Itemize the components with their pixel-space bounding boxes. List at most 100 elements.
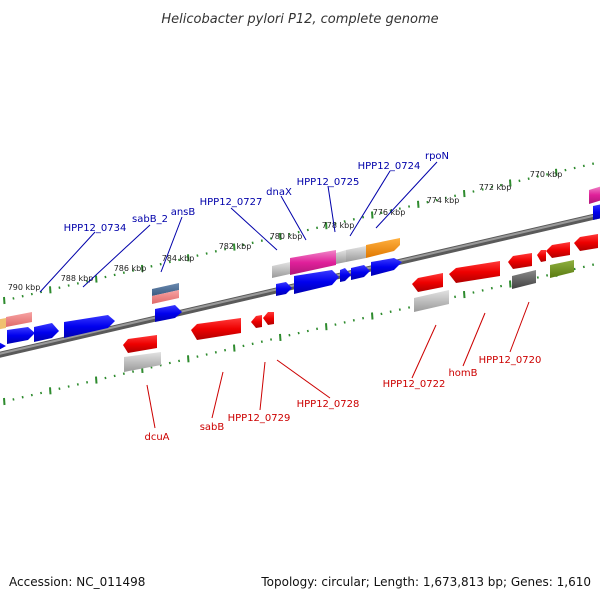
major-tick [463,190,466,198]
minor-tick [58,286,61,289]
minor-tick [490,286,493,290]
gene-feature [371,258,402,276]
scale-tick-label: 790 kbp [8,283,41,292]
gene-feature [290,250,336,275]
gene-feature [152,290,179,304]
gene-feature [550,260,574,278]
minor-tick [12,398,15,401]
minor-tick [546,274,549,277]
major-tick [187,355,190,363]
minor-tick [472,291,475,294]
major-tick [279,333,282,341]
gene-feature [546,242,570,258]
gene-feature [593,204,600,220]
minor-tick [196,355,199,358]
minor-tick [288,333,291,337]
gene-feature [272,262,290,278]
minor-tick [454,295,457,299]
scale-tick-label: 776 kbp [373,208,406,217]
minor-tick [472,190,475,193]
major-tick [463,291,466,299]
minor-tick [214,351,217,354]
scale-tick-label: 784 kbp [162,254,195,263]
reverse-leader-lines [146,301,530,429]
gene-label-hpp12-0725: HPP12_0725 [297,177,360,188]
gene-feature [512,270,536,289]
minor-tick [76,282,79,285]
minor-tick [536,175,539,178]
gene-label-rpon: rpoN [425,151,449,162]
minor-tick [297,230,300,234]
genome-summary-text: Topology: circular; Length: 1,673,813 bp… [260,575,591,589]
gene-label-dnax: dnaX [266,187,292,198]
gene-feature [449,261,500,283]
gene-label-homb: homB [448,368,477,379]
scale-tick-label: 786 kbp [114,264,147,273]
gene-label-hpp12-0734: HPP12_0734 [64,223,127,234]
scale-tick-label: 770 kbp [530,170,563,179]
minor-tick [205,353,208,356]
gene-label-hpp12-0724: HPP12_0724 [358,161,421,172]
gene-label-sabb-2: sabB_2 [132,214,168,225]
minor-tick [380,211,383,215]
gene-label-hpp12-0722: HPP12_0722 [383,379,446,390]
gene-feature [191,318,241,340]
forward-leader-lines [39,161,438,293]
major-tick [95,275,98,283]
major-tick [555,168,558,176]
minor-tick [426,200,429,204]
gene-feature [346,246,366,262]
minor-tick [86,381,89,384]
minor-tick [150,265,153,268]
minor-tick [316,327,319,331]
scale-tick-label: 772 kbp [479,183,512,192]
gene-feature [123,335,157,353]
gene-feature [0,318,6,330]
minor-tick [316,226,319,230]
minor-tick [408,205,411,208]
minor-tick [178,359,181,363]
minor-tick [113,273,116,277]
gene-feature [155,305,182,322]
minor-tick [251,342,254,346]
minor-tick [389,310,392,313]
gene-label-ansb: ansB [171,207,196,218]
minor-tick [306,228,309,232]
gene-feature [0,342,6,350]
scale-tick-label: 774 kbp [427,196,460,205]
scale-tick-label: 788 kbp [61,274,94,283]
minor-tick [380,312,383,316]
minor-tick [490,185,493,189]
gene-feature [294,270,339,294]
minor-tick [500,284,503,288]
minor-tick [546,173,549,176]
minor-tick [214,250,217,253]
gene-feature [351,265,370,280]
gene-feature [64,315,115,338]
gene-feature [508,253,532,269]
scale-ticks-outer [3,162,595,305]
forward-gene-labels: HPP12_0734 sabB_2 ansB HPP12_0727 dnaX H… [64,151,449,234]
gene-feature [340,268,351,282]
minor-tick [398,308,401,311]
minor-tick [122,372,125,375]
map-title: Helicobacter pylori P12, complete genome [161,12,438,27]
minor-tick [573,166,576,170]
minor-tick [564,168,567,172]
major-tick [3,296,6,305]
gene-feature [263,312,274,325]
minor-tick [306,329,309,333]
minor-tick [67,284,70,287]
minor-tick [196,254,199,257]
minor-tick [362,215,365,219]
scale-tick-label: 780 kbp [270,232,303,241]
minor-tick [343,220,346,223]
scale-tick-label: 778 kbp [322,221,355,230]
gene-feature [412,273,443,292]
minor-tick [444,196,447,200]
major-tick [371,312,374,320]
minor-tick [76,383,79,386]
minor-tick [58,387,61,390]
minor-tick [435,198,438,202]
minor-tick [582,265,585,269]
